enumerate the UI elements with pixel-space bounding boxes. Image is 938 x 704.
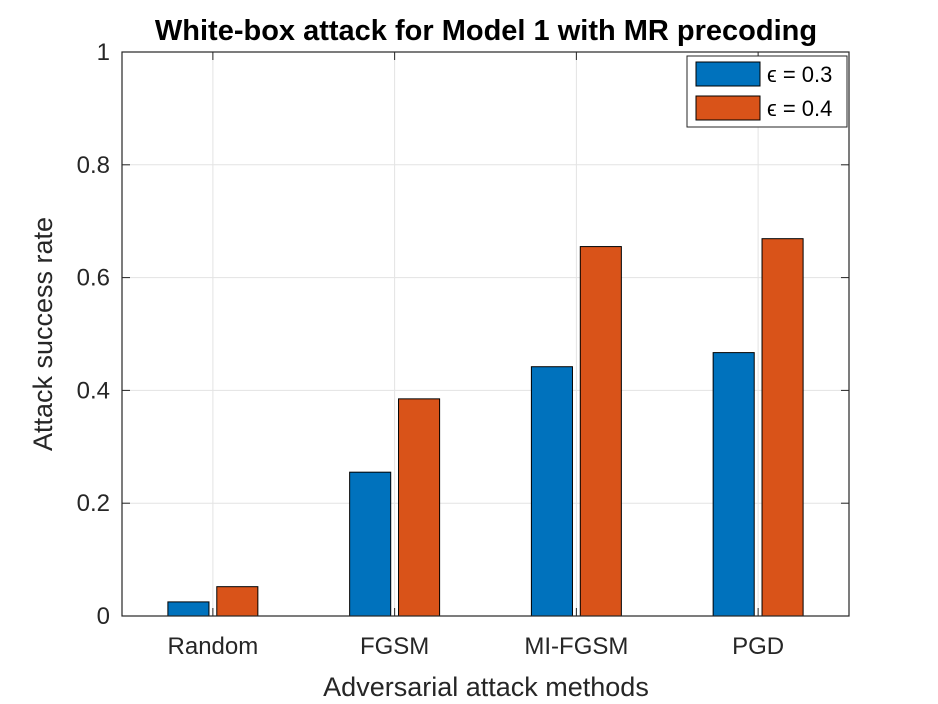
y-tick-label: 0 [97,603,110,630]
bar-pgd-series-2 [761,238,804,617]
legend-swatch-eps-0.3 [695,61,761,87]
bar-mi-fgsm-series-1 [530,366,573,617]
legend-label-eps-0.3: ϵ = 0.3 [767,62,832,87]
x-tick-label: Random [168,633,259,660]
y-tick-label: 0.4 [77,377,110,404]
bar-random-series-2 [216,586,259,617]
y-tick-label: 0.6 [77,265,110,292]
x-axis-tick-labels: Random FGSM MI-FGSM PGD [168,633,785,660]
x-tick-label: PGD [732,633,784,660]
legend-label-eps-0.4: ϵ = 0.4 [767,96,832,121]
legend-swatch-eps-0.4 [695,95,761,121]
bar-mi-fgsm-series-2 [579,246,622,617]
bar-random-series-1 [167,601,210,617]
x-tick-label: FGSM [360,633,429,660]
y-axis-label: Attack success rate [28,217,58,451]
y-tick-label: 0.2 [77,490,110,517]
y-tick-label: 0.8 [77,152,110,179]
y-axis-tick-labels: 0 0.2 0.4 0.6 0.8 1 [77,39,110,630]
legend: ϵ = 0.3 ϵ = 0.4 [686,55,848,128]
bar-fgsm-series-1 [349,471,392,617]
bar-series [167,238,804,617]
axis-ticks [122,51,849,617]
grid-lines [122,52,849,616]
y-tick-label: 1 [97,39,110,66]
x-tick-label: MI-FGSM [524,633,628,660]
x-axis-label: Adversarial attack methods [323,672,649,702]
chart-title: White-box attack for Model 1 with MR pre… [155,15,817,47]
bar-fgsm-series-2 [398,398,441,617]
plot-area-frame [121,51,850,617]
bar-pgd-series-1 [712,352,755,617]
